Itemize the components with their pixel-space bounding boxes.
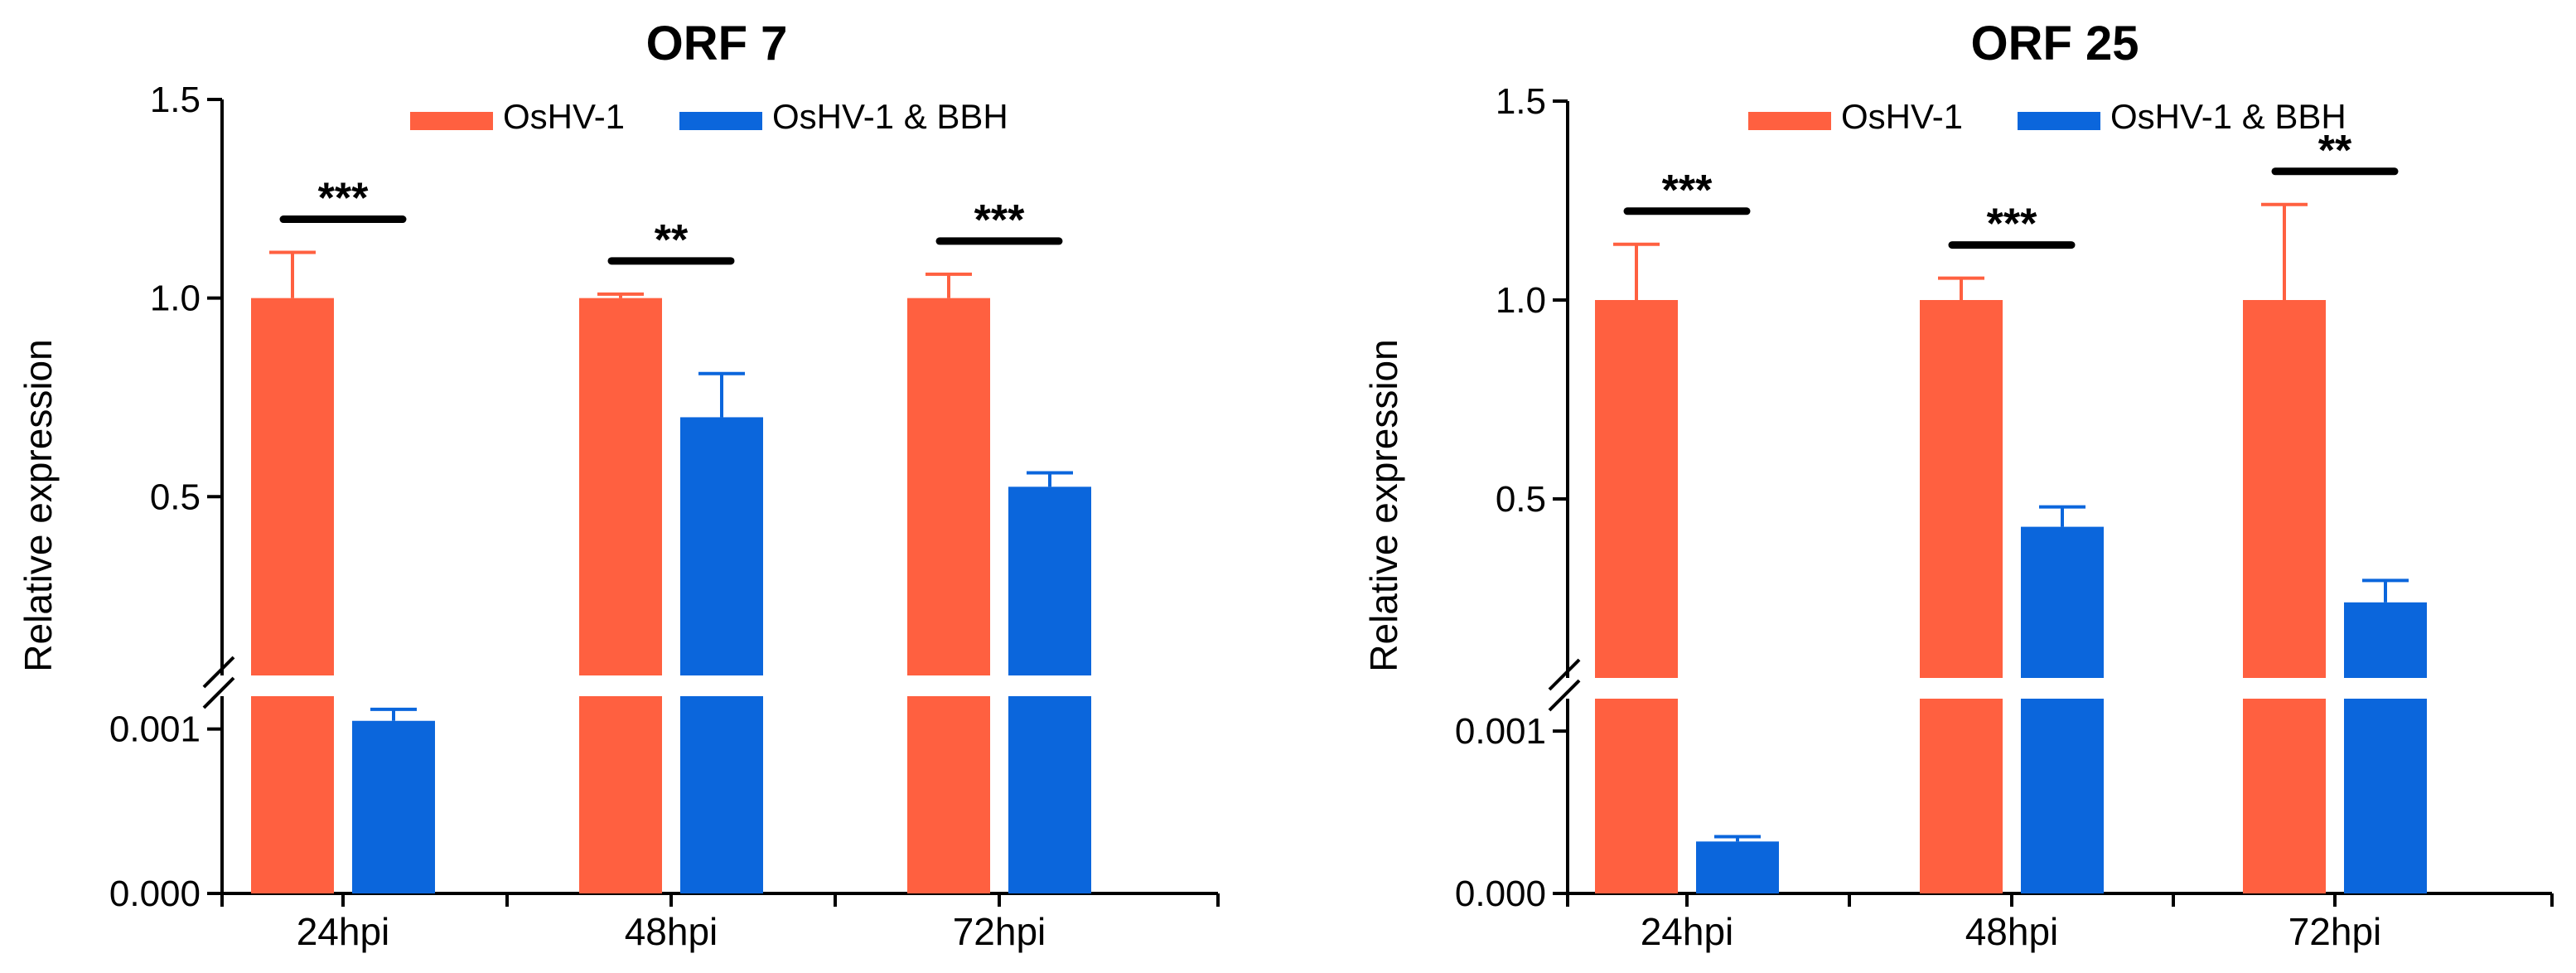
y-tick-label: 1.0 [150,278,201,319]
x-tick-label: 72hpi [2288,910,2382,953]
bar-lower-segment [1008,696,1091,893]
y-tick-label: 0.000 [109,874,201,914]
legend-label: OsHV-1 & BBH [2110,97,2346,136]
significance-label: ** [2318,127,2352,175]
axis-break-mark [1548,658,1581,691]
bar-lower-segment [579,696,662,893]
significance-label: *** [318,175,369,223]
bar [2344,602,2427,678]
legend-swatch [1748,112,1831,130]
bar [1696,841,1779,893]
y-tick-label: 1.0 [1496,280,1546,321]
bar-lower-segment [251,696,334,893]
y-tick-label: 1.5 [150,80,201,120]
x-tick-label: 24hpi [297,910,390,953]
y-axis-label: Relative expression [1362,339,1405,671]
x-tick-label: 24hpi [1641,910,1734,953]
bar-lower-segment [1595,699,1678,893]
legend-swatch [679,112,762,130]
bar-lower-segment [1920,699,2003,893]
chart-panel-orf7: ORF 7 Relative expression 0.5 1.0 1.5 0.000 0.… [17,17,1220,953]
bar [1920,300,2003,678]
bar-lower-segment [2344,699,2427,893]
y-tick-label: 0.001 [109,709,201,750]
bar [352,720,435,893]
significance-label: *** [1662,167,1713,215]
axis-break-mark [202,656,235,689]
x-tick-label: 72hpi [953,910,1046,953]
significance-label: ** [655,216,689,264]
bar [251,298,334,675]
y-tick-label: 0.001 [1455,711,1546,752]
significance-label: *** [974,196,1025,244]
legend-label: OsHV-1 [503,97,625,136]
legend-swatch [2018,112,2100,130]
bar-lower-segment [907,696,990,893]
axis-break-mark [202,676,235,709]
bar [680,417,763,675]
legend-label: OsHV-1 [1841,97,1963,136]
bar-lower-segment [2243,699,2326,893]
bar [907,298,990,675]
y-tick-label: 1.5 [1496,81,1546,122]
chart-title: ORF 7 [646,17,788,70]
y-tick-label: 0.5 [1496,479,1546,520]
legend-swatch [410,112,493,130]
x-tick-label: 48hpi [1965,910,2059,953]
bar [2243,300,2326,678]
bar-lower-segment [680,696,763,893]
y-tick-label: 0.5 [150,477,201,517]
y-tick-label: 0.000 [1455,874,1546,914]
y-axis-label: Relative expression [17,339,60,671]
chart-title: ORF 25 [1970,17,2139,70]
legend-label: OsHV-1 & BBH [772,97,1008,136]
bar [1595,300,1678,678]
axis-break-mark [1548,679,1581,712]
bar [2021,526,2104,678]
bar [1008,486,1091,675]
significance-label: *** [1987,201,2037,249]
bar-lower-segment [2021,699,2104,893]
chart-panel-orf25: ORF 25 Relative expression 0.5 1.0 1.5 0.000 0… [1362,17,2554,953]
x-tick-label: 48hpi [625,910,718,953]
bar [579,298,662,675]
